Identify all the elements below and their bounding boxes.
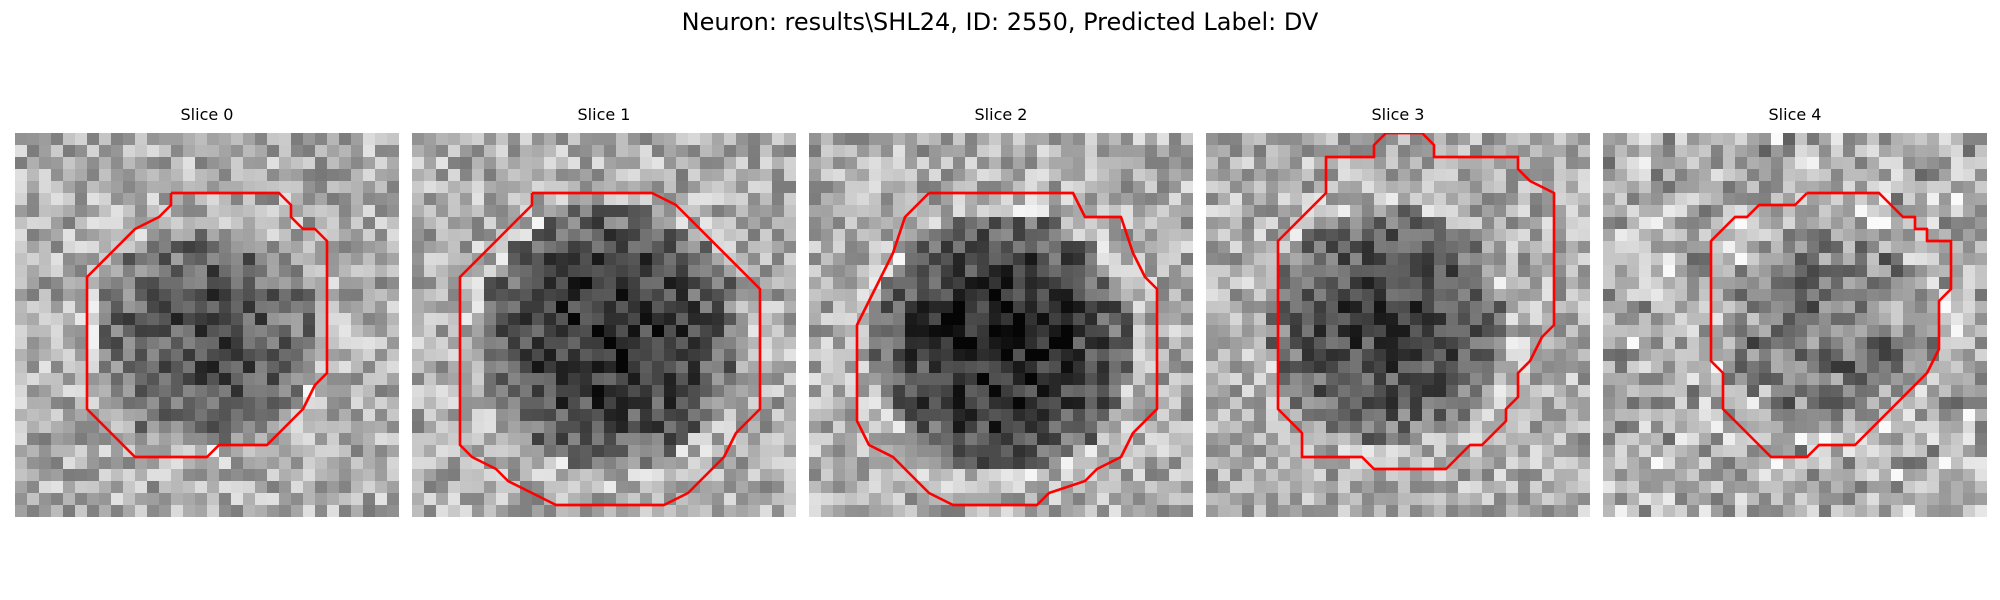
grayscale-pixels [1603, 133, 1987, 517]
slice-image [809, 133, 1193, 517]
grayscale-pixels [809, 133, 1193, 517]
contour-outline [855, 191, 1159, 507]
slice-image [1603, 133, 1987, 517]
slice-title: Slice 3 [1371, 105, 1425, 124]
contour-outline [458, 191, 762, 507]
grayscale-pixels [412, 133, 796, 517]
slice-title: Slice 0 [180, 105, 234, 124]
contour-outline [85, 191, 329, 459]
grayscale-pixels [15, 133, 399, 517]
grayscale-pixels [1206, 133, 1590, 517]
slice-image [412, 133, 796, 517]
contour-outline [1709, 191, 1953, 459]
slice-image [15, 133, 399, 517]
slice-title: Slice 2 [974, 105, 1028, 124]
figure-title: Neuron: results\SHL24, ID: 2550, Predict… [681, 8, 1319, 36]
slice-image [1206, 133, 1590, 517]
slice-title: Slice 1 [577, 105, 631, 124]
contour-outline [1276, 133, 1556, 471]
slice-title: Slice 4 [1768, 105, 1822, 124]
